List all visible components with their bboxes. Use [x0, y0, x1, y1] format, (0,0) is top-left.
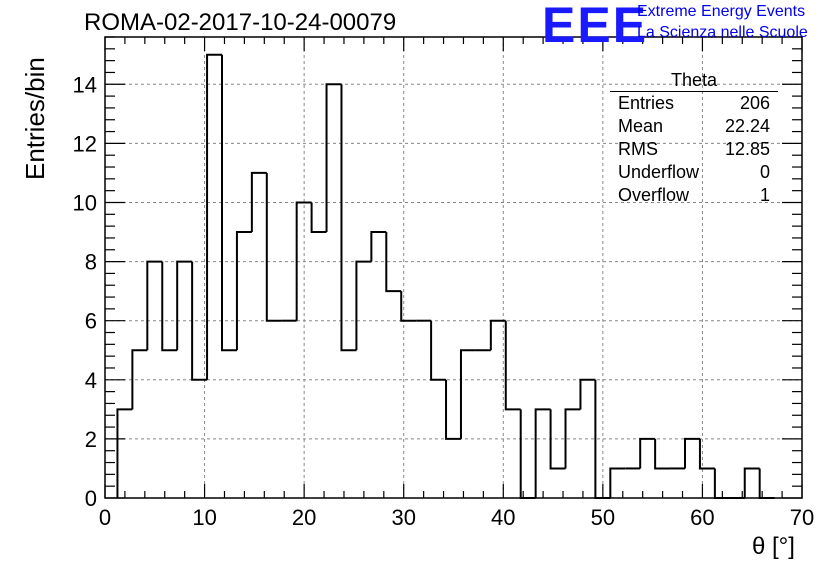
stats-label: Overflow [618, 185, 690, 205]
logo-line-2: La Scienza nelle Scuole [637, 24, 808, 41]
y-tick-label: 2 [85, 427, 97, 452]
histogram-bin [609, 467, 626, 498]
histogram-bin [250, 171, 267, 233]
histogram-bin [430, 320, 447, 381]
x-tick-label: 40 [491, 505, 515, 530]
histogram-bin [579, 378, 596, 410]
stats-value: 0 [759, 162, 770, 182]
run-title: ROMA-02-2017-10-24-00079 [84, 9, 397, 36]
histogram-bin [295, 201, 312, 321]
stats-row: Overflow 1 [610, 184, 778, 207]
stats-label: Underflow [618, 162, 700, 182]
histogram-bin [176, 260, 193, 351]
histogram-bin [639, 437, 656, 469]
histogram-bin [116, 408, 133, 498]
histogram-bin [220, 54, 237, 352]
y-tick-label: 14 [73, 72, 97, 97]
histogram-bin [400, 291, 417, 322]
histogram-bin [713, 468, 730, 499]
histogram-bin [445, 379, 461, 440]
plot-frame [104, 36, 803, 499]
stats-value: 12.85 [724, 139, 770, 159]
stats-row: Entries 206 [610, 92, 778, 115]
histogram-bin [684, 437, 700, 469]
y-tick-label: 10 [73, 190, 97, 215]
stats-box: Theta Entries 206 Mean 22.24 RMS 12.85 Underfl… [610, 70, 778, 207]
histogram-bin [758, 468, 775, 499]
histogram-bin [235, 231, 252, 351]
histogram-bin [146, 260, 163, 351]
y-tick-label: 0 [85, 486, 97, 511]
stats-title: Theta [610, 70, 778, 92]
histogram-bin [549, 409, 566, 470]
histogram-bin [265, 172, 282, 322]
y-axis-label: Entries/bin [20, 57, 50, 180]
histogram-bin [355, 260, 372, 351]
histogram-bin [594, 379, 611, 499]
y-tick-label: 12 [73, 131, 97, 156]
x-tick-label: 10 [192, 505, 216, 530]
histogram-bin [564, 408, 581, 469]
histogram-bin [131, 349, 148, 410]
stats-row: RMS 12.85 [610, 138, 778, 161]
stats-value: 206 [739, 93, 770, 113]
stats-value: 22.24 [724, 116, 770, 136]
histogram-bin [206, 53, 222, 380]
histogram-bin [191, 261, 208, 381]
y-tick-label: 6 [85, 309, 97, 334]
histogram-bin [743, 467, 760, 498]
eee-logo: EEE [542, 0, 649, 53]
stats-row: Underflow 0 [610, 161, 778, 184]
histogram-bin [385, 232, 402, 293]
histogram-bin [310, 202, 327, 234]
histogram-bin [340, 84, 357, 352]
x-tick-label: 70 [790, 505, 814, 530]
x-axis-label: θ [°] [752, 533, 795, 560]
logo-line-1: Extreme Energy Events [637, 3, 806, 20]
stats-label: Mean [618, 116, 664, 136]
stats-value: 1 [759, 185, 770, 205]
histogram-bin [519, 409, 536, 499]
histogram-bin [370, 231, 387, 262]
histogram-bin [325, 83, 342, 233]
stats-row: Mean 22.24 [610, 115, 778, 138]
y-tick-label: 4 [85, 368, 97, 393]
stats-label: RMS [618, 139, 658, 159]
histogram-bin [698, 438, 715, 470]
x-tick-label: 20 [292, 505, 316, 530]
x-tick-label: 30 [391, 505, 415, 530]
y-tick-label: 8 [85, 250, 97, 275]
histogram-bin [504, 320, 521, 411]
x-tick-label: 50 [591, 505, 615, 530]
x-tick-label: 0 [99, 505, 111, 530]
histogram-bin [489, 319, 506, 351]
histogram-bin [161, 261, 178, 352]
histogram-bin [534, 408, 551, 498]
x-tick-label: 60 [690, 505, 714, 530]
stats-label: Entries [618, 93, 675, 113]
histogram-bin [459, 349, 476, 439]
histogram-bin [654, 438, 671, 470]
